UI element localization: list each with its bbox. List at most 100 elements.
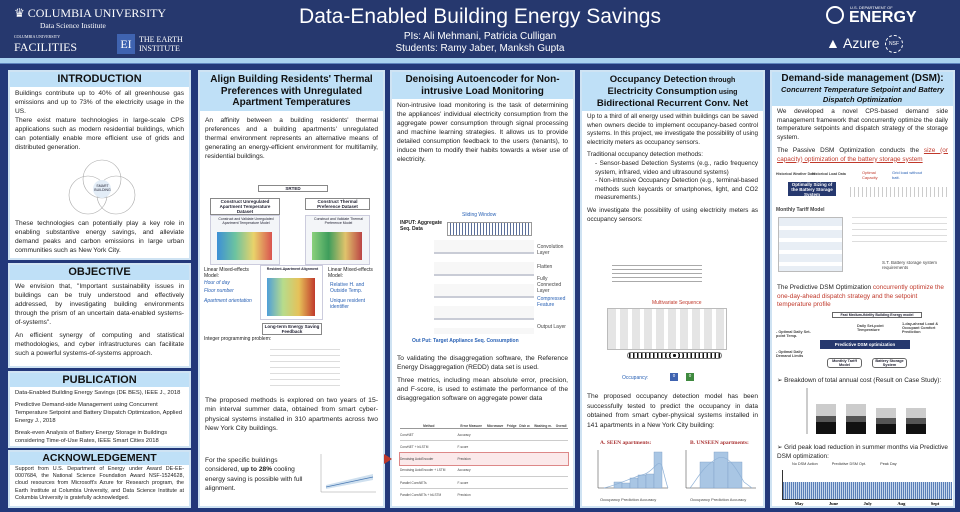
method-cell: Parallel ConvNETs + biLSTM [400, 492, 442, 497]
results-table: Method Error Measure Microwave Fridge Dish w… [399, 424, 569, 501]
t: The Passive DSM Optimization conducts th… [777, 146, 924, 154]
ip-equations [270, 344, 340, 389]
unseen-title: B. UNSEEN apartments: [690, 440, 749, 446]
feedback-box: Long-term Energy Saving Feedback [262, 323, 322, 335]
dsm-p2: The Passive DSM Optimization conducts th… [777, 147, 948, 164]
ack-text: Support from U.S. Department of Energy u… [15, 466, 184, 501]
th: Dish w. [519, 424, 531, 428]
dsm-section: Demand-side management (DSM): Concurrent … [770, 70, 955, 508]
occ-p3: We investigate the possibility of using … [587, 206, 758, 223]
hist1: Historical Weather Data [776, 172, 816, 176]
battery-box: Battery Storage System [872, 358, 907, 368]
x-label: Occupancy Prediction Accuracy [690, 497, 747, 502]
out-label: Out Put: Target Appliance Seq. Consumpti… [412, 338, 519, 344]
fc-label: Fully Connected Layer [537, 276, 562, 294]
occ-p1: Up to a third of all energy used within … [587, 113, 758, 146]
annual-cost-bar-chart [806, 388, 926, 434]
highlight: up to 28% [240, 466, 273, 474]
occ-label: Occupancy: [622, 375, 649, 381]
ip-label: Integer programming problem: [204, 336, 272, 342]
section-title: ACKNOWLEDGEMENT [10, 452, 189, 465]
measure-cell: Accuracy [457, 468, 471, 473]
method-cell: Denoising AutoEncoder [400, 456, 434, 461]
tariff-box: Monthly Tariff Model [827, 358, 862, 368]
azure-icon: ▲ [826, 35, 840, 51]
thermal-p3: For the specific buildings considered, u… [200, 454, 312, 495]
publication-item: Predictive Demand-side Management using … [15, 402, 182, 424]
occ-b2: - Non-intrusive Occupancy Detection (e.g… [595, 177, 758, 202]
method-cell: Parallel ConvNETs [400, 480, 427, 485]
occ-b1: - Sensor-based Detection Systems (e.g., … [595, 159, 758, 176]
dsm-p3: The Predictive DSM Optimization concurre… [772, 282, 953, 312]
th: Method [423, 424, 435, 428]
nilm-p2: To validating the disaggregation softwar… [397, 355, 568, 371]
pdo-box: Predictive DSM optimization [820, 340, 910, 349]
section-title: Occupancy Detection through Electricity C… [582, 72, 763, 111]
seen-title: A. SEEN apartments: [600, 440, 652, 446]
window-label: Sliding Window [462, 212, 497, 218]
thermal-p2: The proposed methods is explored on two … [205, 397, 378, 432]
section-title: Denoising Autoencoder for Non-intrusive … [392, 72, 573, 99]
occ-p2: Traditional occupancy detection methods: [587, 151, 703, 159]
construct-apt-box: Construct Unregulated Apartment Temperat… [210, 198, 280, 215]
poster-header: ♛ COLUMBIA UNIVERSITY Data Science Insti… [0, 0, 960, 58]
month-tick: Sept [930, 501, 940, 506]
output-label: Output Layer [537, 324, 566, 330]
legend-item: No DSM Action [792, 462, 818, 466]
measure-cell: Accuracy [457, 432, 471, 437]
publication-item: Data-Enabled Building Energy Savings (DE… [15, 390, 181, 396]
input-label: INPUT: Aggregate Seq. Data [400, 220, 443, 232]
tariff-label: Monthly Tariff Model [776, 207, 825, 213]
columbia-text: COLUMBIA UNIVERSITY [27, 6, 167, 20]
legend-item: Predictive DSM Opt. [831, 462, 867, 466]
t: Occupancy Detection [609, 74, 707, 85]
dsi-text: Data Science Institute [40, 21, 106, 30]
month-tick: June [828, 501, 839, 506]
nilm-p1: Non-intrusive load monitoring is the tas… [397, 102, 568, 163]
objective-p2: An efficient synergy of computing and st… [15, 332, 184, 357]
pref-model-label: Construct and Validate Thermal Preferenc… [314, 217, 363, 225]
text: cooling energy saving is possible with f… [205, 466, 303, 492]
saving-scatter-plot [320, 454, 376, 493]
thermal-p1: An affinity between a building residents… [205, 116, 378, 160]
publication-section: PUBLICATION Data-Enabled Building Energy… [8, 371, 191, 448]
nilm-section: Denoising Autoencoder for Non-intrusive … [384, 70, 575, 508]
th: Microwave [487, 424, 504, 428]
smart-building-venn [68, 159, 136, 215]
intro-p3: These technologies can potentially play … [15, 220, 184, 254]
crown-icon: ♛ [14, 6, 25, 20]
t: Grid peak load reduction in summer month… [777, 444, 948, 460]
method-cell: ConvNET [400, 432, 414, 437]
columbia-logo: ♛ COLUMBIA UNIVERSITY [14, 6, 166, 21]
bullet-arrow-icon: ➢ [777, 377, 785, 384]
section-title: OBJECTIVE [10, 265, 189, 280]
setpoint-label: - Optimal Daily Set-point Temp. [776, 330, 811, 338]
intro-p1: Buildings contribute up to 40% of all gr… [15, 90, 184, 115]
measure-cell: Precision [457, 456, 471, 461]
bar [653, 451, 663, 489]
azure-logo: ▲ Azure [826, 35, 880, 51]
section-title: PUBLICATION [10, 373, 189, 387]
construct-pref-box: Construct Thermal Preference Dataset [305, 198, 370, 210]
t: Bidirectional Recurrent Conv. Net [596, 98, 749, 109]
students-text: Students: Ramy Jaber, Manksh Gupta [395, 43, 565, 54]
month-tick: July [863, 501, 872, 506]
nilm-text2: To validating the disaggregation softwar… [392, 352, 573, 409]
lmm1-label: Linear Mixed-effects Model: [204, 267, 249, 279]
measure-cell: F-score [457, 480, 469, 485]
conv-label: Convolution Layer [537, 244, 564, 256]
measure-cell: F-score [457, 444, 469, 449]
peak-load-chart [782, 470, 952, 500]
rh-label: Relative H. and Outside Temp. [330, 282, 365, 294]
institute-text: INSTITUTE [139, 44, 180, 53]
lmm2-label: Linear Mixed-effects Model: [328, 267, 373, 279]
occ-out: 0 [686, 373, 694, 381]
occupancy-section: Occupancy Detection through Electricity C… [580, 70, 765, 508]
legend-item: Peak Day [880, 462, 897, 466]
doe-logo: ENERGY [849, 9, 917, 26]
x-label: Occupancy Prediction Accuracy [600, 497, 657, 502]
alignment-figure: Resident-Apartment Alignment [260, 265, 323, 320]
pis-text: PIs: Ali Mehmani, Patricia Culligan [403, 31, 557, 42]
azure-text: Azure [842, 35, 880, 51]
month-tick: May [794, 501, 804, 506]
